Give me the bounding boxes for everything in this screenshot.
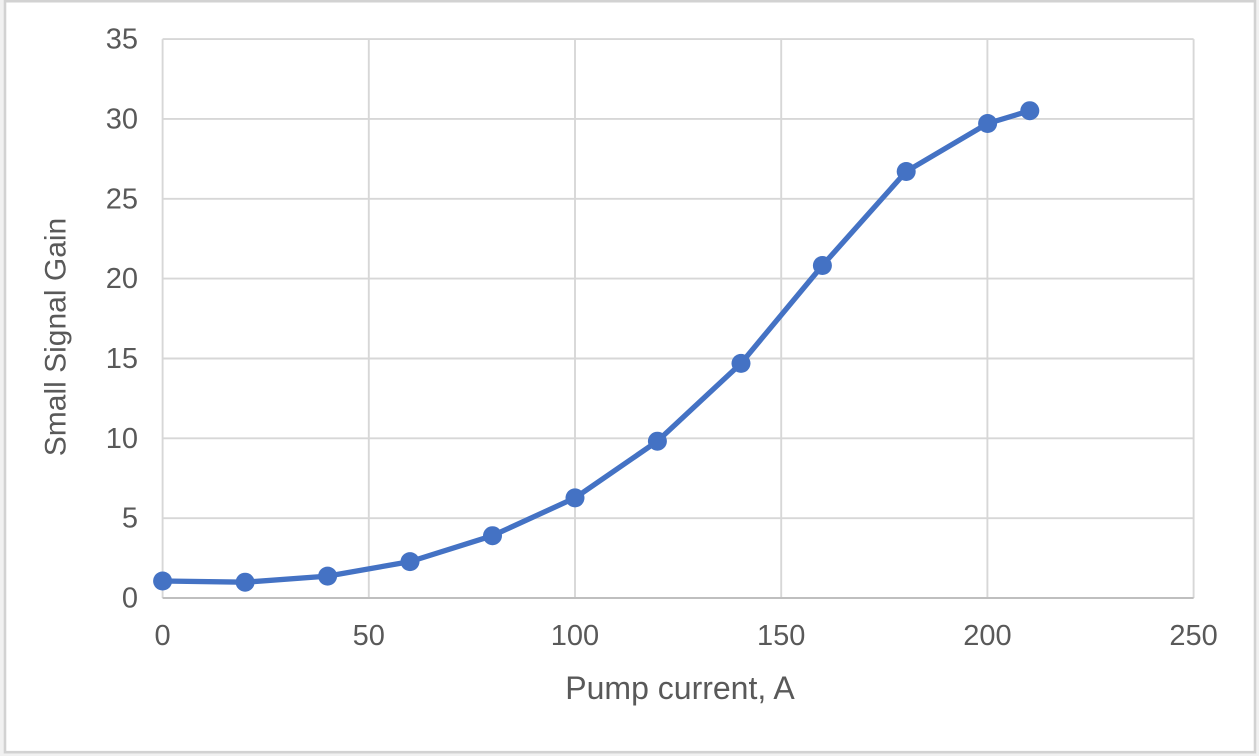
svg-text:Pump current, A: Pump current, A xyxy=(565,670,795,706)
svg-text:150: 150 xyxy=(757,620,805,652)
svg-text:10: 10 xyxy=(106,423,138,455)
svg-text:25: 25 xyxy=(106,183,138,215)
svg-text:20: 20 xyxy=(106,263,138,295)
svg-text:100: 100 xyxy=(551,620,599,652)
svg-text:35: 35 xyxy=(106,24,138,56)
svg-text:50: 50 xyxy=(353,620,385,652)
svg-text:5: 5 xyxy=(122,503,138,535)
svg-text:200: 200 xyxy=(963,620,1011,652)
svg-text:0: 0 xyxy=(122,583,138,615)
svg-text:0: 0 xyxy=(155,620,171,652)
svg-text:Small Signal Gain: Small Signal Gain xyxy=(40,218,73,456)
svg-text:15: 15 xyxy=(106,343,138,375)
svg-text:30: 30 xyxy=(106,103,138,135)
svg-text:250: 250 xyxy=(1169,620,1217,652)
